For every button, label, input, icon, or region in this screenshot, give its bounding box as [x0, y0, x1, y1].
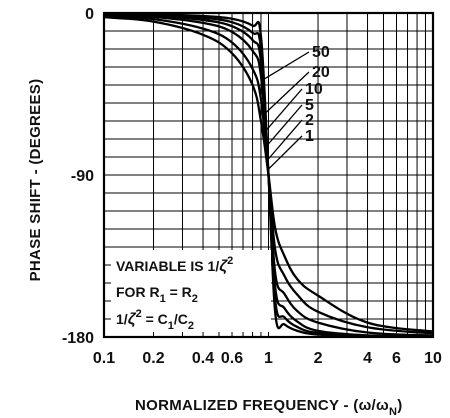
- annotation-line-3: 1/ζ2 = C1/C2: [116, 308, 194, 332]
- annotation-box: VARIABLE IS 1/ζ2 FOR R1 = R2 1/ζ2 = C1/C…: [111, 250, 271, 332]
- x-axis-title: NORMALIZED FREQUENCY - (ω/ωN): [135, 397, 403, 418]
- x-tick-label: 0.1: [93, 350, 115, 367]
- y-axis-title: PHASE SHIFT - (DEGREES): [27, 79, 44, 282]
- leader-1: [267, 135, 303, 171]
- curve-label-2: 2: [305, 112, 314, 129]
- leader-20: [264, 71, 310, 115]
- leader-5: [265, 104, 303, 147]
- plot-frame: [102, 11, 435, 339]
- x-tick-label: 1: [264, 350, 273, 367]
- x-tick-label: 0.6: [221, 350, 243, 367]
- y-tick-labels: 0 -90 -180: [62, 6, 94, 347]
- curve-label-1: 1: [305, 128, 314, 145]
- curve-label-leaders: [262, 51, 310, 171]
- phase-curves: [103, 12, 434, 338]
- leader-2: [266, 119, 303, 161]
- curve-1: [103, 15, 434, 333]
- x-tick-label: 0.4: [192, 350, 214, 367]
- leader-10: [265, 88, 303, 132]
- y-tick-label: -90: [71, 168, 94, 185]
- y-tick-label: 0: [85, 6, 94, 23]
- x-tick-label: 4: [363, 350, 372, 367]
- y-tick-label: -180: [62, 330, 94, 347]
- annotation-line-1: VARIABLE IS 1/ζ2: [116, 255, 233, 275]
- x-tick-label: 10: [424, 350, 442, 367]
- annotation-background: [111, 250, 271, 332]
- curve-label-10: 10: [305, 81, 323, 98]
- leader-50: [262, 51, 310, 81]
- x-tick-label: 6: [392, 350, 401, 367]
- curve-label-50: 50: [312, 44, 330, 61]
- x-tick-labels: 0.1 0.2 0.4 0.6 1 2 4 6 10: [93, 350, 442, 367]
- curve-label-20: 20: [312, 64, 330, 81]
- x-tick-label: 0.2: [142, 350, 164, 367]
- x-tick-label: 2: [314, 350, 323, 367]
- curve-label-5: 5: [305, 97, 314, 114]
- annotation-line-2: FOR R1 = R2: [116, 284, 198, 305]
